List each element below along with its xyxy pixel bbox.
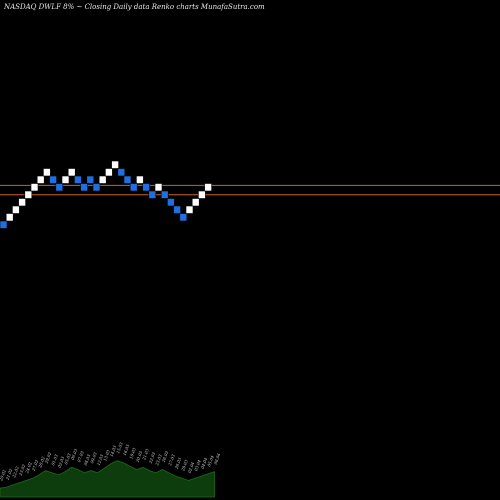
renko-brick [18, 198, 26, 207]
renko-brick [117, 168, 126, 177]
renko-brick [129, 183, 138, 192]
renko-brick [12, 205, 20, 214]
renko-brick [154, 183, 163, 192]
renko-brick [36, 175, 45, 184]
date-label: 06.04 [213, 452, 222, 465]
date-label: 23.02 [17, 463, 26, 477]
date-label: 28.03 [173, 457, 182, 471]
renko-brick [61, 175, 70, 184]
date-label: 28.02 [37, 455, 46, 469]
renko-brick [55, 183, 64, 192]
date-label: 15.03 [115, 441, 124, 454]
date-label: 09.03 [89, 451, 98, 464]
date-label: 05.04 [206, 454, 215, 467]
renko-brick [98, 175, 107, 184]
renko-brick [185, 205, 194, 214]
renko-brick [136, 175, 144, 184]
date-label: 20.03 [134, 450, 143, 464]
renko-brick [5, 213, 14, 222]
renko-brick [74, 175, 82, 184]
renko-brick [43, 168, 51, 177]
date-label: 21.03 [141, 448, 150, 462]
date-label: 22.02 [11, 465, 20, 479]
renko-brick [204, 183, 212, 192]
renko-brick [24, 190, 33, 199]
date-label: 29.03 [180, 459, 189, 473]
date-label: 14.03 [109, 444, 118, 457]
date-label: 27.02 [30, 459, 39, 473]
renko-brick [80, 183, 88, 192]
volume-area-path [0, 460, 215, 498]
volume-area [0, 460, 215, 498]
date-label: 01.03 [50, 453, 59, 466]
chart-title: NASDAQ DWLF 8% ~ Closing Daily data Renk… [3, 3, 265, 11]
renko-brick [111, 160, 119, 169]
renko-brick [105, 168, 113, 177]
renko-bricks [0, 160, 212, 229]
renko-brick [191, 198, 200, 207]
renko-brick [0, 220, 8, 229]
date-label: 07.03 [76, 450, 85, 463]
renko-brick [148, 190, 157, 199]
date-label: 03.04 [193, 459, 202, 472]
date-label: 08.03 [83, 453, 92, 466]
date-label: 02.04 [187, 461, 196, 474]
date-label: 27.03 [167, 453, 176, 467]
renko-brick [198, 190, 206, 199]
renko-brick [173, 205, 181, 214]
renko-brick [67, 168, 76, 177]
date-label: 29.02 [43, 451, 52, 465]
date-label: 26.03 [160, 450, 169, 464]
renko-brick [123, 175, 132, 184]
date-label: 02.03 [57, 455, 66, 468]
renko-brick [167, 198, 175, 207]
date-label: 22.03 [147, 451, 156, 465]
date-label: 05.03 [63, 452, 72, 465]
date-label: 19.03 [128, 447, 137, 460]
date-label: 23.03 [154, 453, 163, 467]
renko-brick [30, 183, 39, 192]
renko-brick [86, 175, 95, 184]
date-label: 21.02 [4, 468, 13, 482]
date-label: 24.02 [24, 461, 33, 475]
date-labels: 20.0221.0222.0223.0224.0227.0228.0229.02… [0, 441, 222, 482]
renko-brick [49, 175, 57, 184]
date-label: 06.03 [70, 448, 79, 461]
date-label: 20.02 [0, 469, 7, 483]
date-label: 12.03 [96, 453, 105, 466]
renko-brick [92, 183, 101, 192]
date-label: 13.03 [102, 449, 111, 462]
renko-brick [160, 190, 169, 199]
renko-brick [142, 183, 150, 192]
date-label: 16.03 [122, 443, 131, 456]
renko-brick [179, 213, 188, 222]
date-label: 04.04 [200, 457, 209, 470]
